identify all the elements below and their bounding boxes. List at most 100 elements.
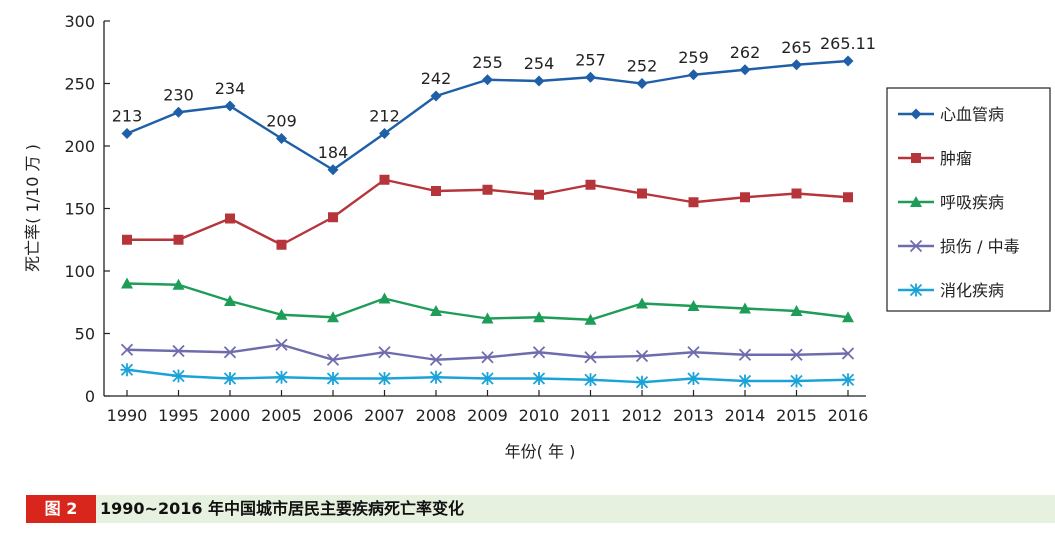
data-point-marker bbox=[843, 192, 853, 203]
data-point-marker bbox=[224, 295, 236, 306]
data-point-marker bbox=[532, 346, 546, 359]
data-label: 252 bbox=[627, 57, 658, 76]
data-point-marker bbox=[429, 370, 443, 384]
y-tick-label: 150 bbox=[64, 200, 95, 219]
data-point-marker bbox=[328, 212, 338, 223]
data-point-marker-stroke bbox=[378, 346, 391, 359]
data-point-marker-stroke bbox=[275, 338, 288, 351]
data-point-marker bbox=[327, 164, 339, 176]
data-point-marker bbox=[636, 297, 648, 309]
data-point-marker bbox=[379, 128, 390, 139]
data-point-marker bbox=[429, 353, 443, 366]
data-label: 265 bbox=[781, 38, 812, 57]
data-point-marker bbox=[121, 128, 133, 139]
data-point-marker bbox=[173, 106, 184, 118]
series-1 bbox=[121, 55, 854, 176]
data-point-marker bbox=[791, 59, 802, 71]
series-layer bbox=[120, 55, 855, 389]
data-point-marker bbox=[841, 373, 855, 387]
data-point-marker bbox=[482, 184, 493, 195]
y-tick-label: 250 bbox=[64, 75, 95, 94]
x-tick-label: 1990 bbox=[107, 406, 148, 425]
legend-swatch-marker bbox=[909, 239, 923, 253]
data-point-marker bbox=[635, 349, 649, 363]
x-tick-label: 2009 bbox=[467, 406, 508, 425]
data-point-marker bbox=[841, 347, 855, 360]
data-point-marker bbox=[740, 192, 750, 203]
x-tick-label: 2000 bbox=[210, 406, 251, 425]
data-point-marker-stroke bbox=[687, 346, 700, 359]
data-point-marker bbox=[275, 338, 288, 351]
y-tick-label: 0 bbox=[85, 387, 95, 406]
data-point-marker bbox=[481, 372, 494, 385]
data-point-marker bbox=[378, 292, 391, 304]
x-tick-label: 2015 bbox=[776, 406, 817, 425]
data-point-marker bbox=[378, 346, 391, 359]
legend-swatch-marker-stroke bbox=[909, 239, 923, 253]
legend-swatch-marker bbox=[910, 196, 922, 207]
data-point-marker bbox=[275, 308, 288, 320]
data-point-marker-stroke bbox=[481, 351, 494, 364]
data-point-marker-stroke bbox=[429, 353, 443, 366]
data-point-marker bbox=[688, 69, 699, 81]
data-point-marker bbox=[120, 363, 134, 377]
data-point-marker bbox=[584, 351, 597, 364]
data-point-marker bbox=[225, 213, 235, 224]
data-label: 257 bbox=[575, 50, 606, 69]
x-tick-label: 2008 bbox=[416, 406, 457, 425]
data-point-marker bbox=[120, 343, 134, 356]
legend-swatch-marker bbox=[909, 283, 923, 297]
data-point-marker bbox=[738, 348, 752, 361]
data-point-marker bbox=[585, 71, 596, 83]
data-label: 255 bbox=[472, 53, 503, 72]
legend-label: 肿瘤 bbox=[940, 149, 972, 168]
data-point-marker bbox=[687, 346, 700, 359]
data-label: 262 bbox=[730, 43, 761, 62]
y-tick-label: 50 bbox=[75, 325, 95, 344]
data-point-marker bbox=[172, 369, 185, 383]
figure-caption: 图 2 1990~2016 年中国城市居民主要疾病死亡率变化 bbox=[26, 495, 1055, 523]
data-point-marker bbox=[378, 372, 391, 385]
data-point-marker bbox=[327, 311, 339, 323]
data-point-marker bbox=[636, 78, 648, 89]
x-tick-label: 2006 bbox=[313, 406, 354, 425]
data-point-marker bbox=[842, 311, 854, 323]
data-point-marker bbox=[172, 344, 185, 358]
y-axis-ticks: 0 50 100 150 200 250 300 bbox=[64, 12, 110, 406]
data-point-marker bbox=[275, 370, 288, 384]
x-axis-ticks: 1990 1995 2000 2005 2006 2007 2008 2009 2010 2011… bbox=[107, 390, 868, 425]
data-point-marker bbox=[739, 64, 751, 76]
data-point-marker bbox=[122, 234, 132, 245]
y-axis-title: 死亡率( 1/10 万 ) bbox=[23, 144, 42, 272]
data-point-marker-stroke bbox=[841, 347, 855, 360]
legend-swatch-marker bbox=[910, 108, 922, 120]
data-point-marker bbox=[790, 348, 803, 361]
data-point-marker bbox=[687, 300, 700, 311]
data-point-marker bbox=[121, 277, 133, 289]
data-point-marker bbox=[687, 372, 700, 385]
data-label: 209 bbox=[266, 112, 297, 131]
data-point-marker bbox=[637, 188, 647, 199]
data-point-marker-stroke bbox=[790, 348, 803, 361]
data-point-marker bbox=[688, 197, 699, 208]
data-point-marker bbox=[431, 186, 441, 196]
data-point-marker-stroke bbox=[532, 346, 546, 359]
legend-label: 心血管病 bbox=[940, 105, 1004, 124]
legend-item-2: 肿瘤 bbox=[898, 149, 972, 168]
data-point-marker bbox=[276, 239, 287, 250]
data-point-marker bbox=[584, 313, 597, 325]
series-4 bbox=[120, 338, 855, 366]
data-point-marker bbox=[533, 75, 545, 87]
data-label: 242 bbox=[421, 69, 452, 88]
data-point-marker bbox=[481, 312, 494, 324]
legend-item-3: 呼吸疾病 bbox=[898, 193, 1004, 212]
data-point-marker-stroke bbox=[223, 346, 237, 359]
legend-label: 消化疾病 bbox=[940, 281, 1004, 300]
data-label: 212 bbox=[369, 107, 400, 126]
y-tick-label: 100 bbox=[64, 262, 95, 281]
data-point-marker bbox=[585, 179, 596, 190]
data-point-marker bbox=[532, 372, 546, 385]
data-label: 230 bbox=[163, 85, 194, 104]
data-point-marker-stroke bbox=[738, 348, 752, 361]
